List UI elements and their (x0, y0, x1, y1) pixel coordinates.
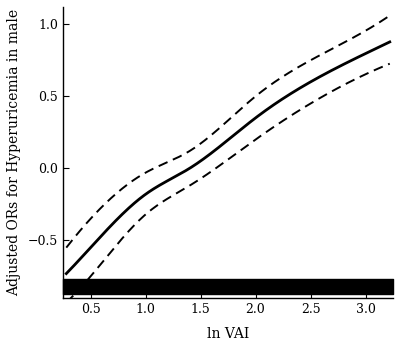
Y-axis label: Adjusted ORs for Hyperuricemia in male: Adjusted ORs for Hyperuricemia in male (7, 9, 21, 296)
X-axis label: ln VAI: ln VAI (207, 327, 249, 341)
